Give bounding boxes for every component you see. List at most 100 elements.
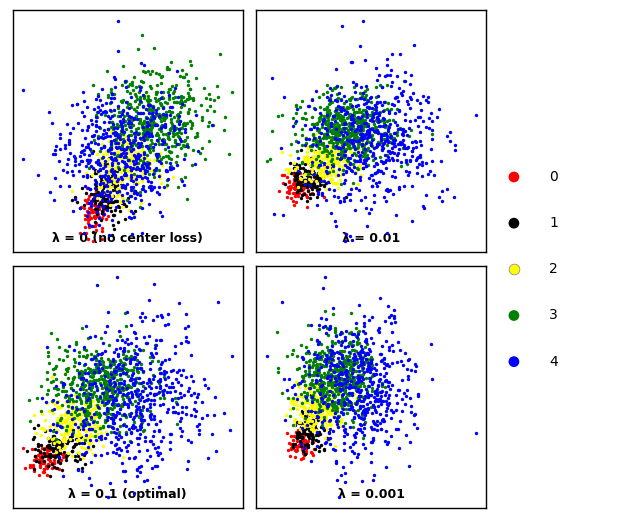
Point: [358, 133, 368, 142]
Point: [284, 375, 294, 383]
Point: [361, 108, 371, 116]
Point: [52, 446, 62, 455]
Point: [287, 441, 297, 449]
Point: [308, 130, 318, 139]
Point: [360, 111, 371, 119]
Point: [53, 446, 63, 455]
Point: [129, 159, 139, 167]
Point: [337, 396, 347, 404]
Point: [152, 121, 162, 129]
Point: [352, 125, 362, 133]
Point: [64, 397, 74, 405]
Point: [340, 380, 351, 388]
Point: [168, 94, 178, 102]
Point: [83, 368, 93, 377]
Point: [116, 182, 127, 190]
Point: [391, 425, 401, 433]
Point: [99, 150, 109, 158]
Point: [92, 418, 102, 426]
Point: [305, 409, 316, 417]
Point: [333, 124, 344, 132]
Point: [148, 167, 158, 175]
Point: [292, 433, 303, 442]
Point: [140, 187, 150, 195]
Point: [124, 140, 134, 148]
Point: [409, 420, 419, 428]
Point: [360, 130, 371, 138]
Point: [103, 146, 113, 154]
Point: [53, 402, 63, 410]
Point: [327, 175, 337, 183]
Point: [124, 156, 134, 164]
Point: [335, 110, 345, 119]
Point: [99, 391, 109, 399]
Point: [314, 169, 324, 177]
Point: [356, 360, 367, 368]
Point: [62, 367, 72, 375]
Point: [294, 429, 304, 438]
Point: [339, 382, 349, 390]
Point: [320, 357, 330, 365]
Point: [92, 149, 102, 157]
Point: [78, 368, 88, 376]
Point: [387, 156, 397, 164]
Point: [111, 191, 122, 200]
Point: [321, 167, 332, 175]
Point: [54, 134, 65, 143]
Point: [81, 393, 91, 401]
Point: [74, 369, 84, 378]
Point: [106, 153, 116, 162]
Point: [367, 401, 378, 409]
Point: [66, 384, 76, 392]
Point: [137, 161, 147, 169]
Point: [145, 353, 155, 361]
Point: [162, 388, 172, 397]
Point: [163, 372, 173, 381]
Point: [147, 115, 157, 124]
Point: [353, 140, 364, 148]
Point: [54, 444, 65, 452]
Point: [154, 140, 164, 148]
Point: [349, 346, 360, 354]
Point: [65, 380, 75, 388]
Point: [348, 114, 358, 122]
Point: [107, 192, 117, 200]
Point: [287, 440, 298, 448]
Point: [313, 370, 323, 379]
Point: [173, 93, 183, 101]
Point: [332, 130, 342, 139]
Point: [291, 116, 301, 125]
Point: [106, 400, 116, 408]
Point: [102, 430, 112, 439]
Point: [125, 100, 135, 108]
Point: [108, 448, 118, 456]
Point: [353, 125, 363, 133]
Point: [148, 103, 159, 111]
Point: [116, 168, 126, 176]
Point: [112, 120, 122, 128]
Point: [127, 154, 137, 162]
Point: [74, 466, 84, 474]
Point: [138, 168, 148, 176]
Point: [138, 134, 148, 143]
Point: [326, 380, 337, 388]
Point: [56, 403, 66, 411]
Point: [356, 373, 367, 381]
Point: [170, 84, 180, 92]
Point: [42, 375, 52, 383]
Point: [83, 421, 93, 429]
Point: [372, 140, 382, 148]
Point: [29, 433, 39, 441]
Point: [68, 362, 79, 370]
Point: [139, 416, 149, 424]
Point: [370, 123, 380, 131]
Point: [134, 152, 144, 160]
Point: [93, 436, 104, 444]
Point: [295, 437, 305, 445]
Point: [134, 96, 145, 105]
Point: [173, 110, 183, 119]
Point: [428, 157, 438, 165]
Point: [120, 160, 130, 168]
Point: [138, 425, 148, 433]
Point: [413, 392, 423, 401]
